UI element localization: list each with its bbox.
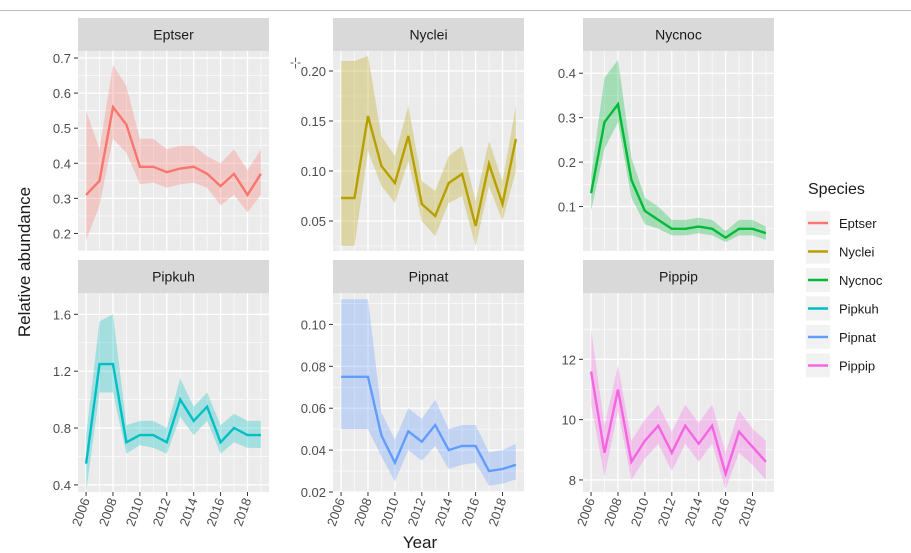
y-tick-label: 10 (562, 413, 576, 428)
series-line (589, 371, 767, 479)
x-tick-label: 2006 (324, 496, 348, 528)
confidence-ribbon (341, 299, 516, 486)
y-tick-label: 1.6 (53, 307, 71, 322)
series-line (589, 101, 767, 240)
top-rule (0, 10, 911, 11)
y-tick-label: 0.04 (301, 443, 326, 458)
facet-panel-nycnoc: Nycnoc 0.1 0.2 0.3 0.4 (558, 18, 774, 251)
x-tick-label: 2012 (405, 496, 429, 528)
facet-strip-label: Pipnat (409, 269, 449, 285)
x-axis-title: Year (403, 533, 438, 552)
series-line (341, 115, 518, 227)
panel-background (583, 51, 774, 251)
y-tick-label: 0.4 (53, 478, 71, 493)
x-tick-label: 2010 (628, 496, 652, 528)
y-tick-label: 8 (569, 473, 576, 488)
y-axis-title: Relative abundance (15, 187, 34, 337)
facet-strip-label: Nycnoc (655, 27, 702, 43)
y-tick-label: 0.15 (301, 114, 326, 129)
facet-panel-eptser: Eptser 0.2 0.3 0.4 0.5 0.6 0.7 (53, 18, 269, 252)
facet-panel-pippip: Pippip 8 10 12 2006 2008 2010 2012 2014 2016 2018 (562, 260, 774, 528)
series-line (84, 362, 261, 464)
y-tick-label: 1.2 (53, 364, 71, 379)
confidence-ribbon (86, 314, 261, 492)
facet-strip (583, 260, 774, 293)
y-tick-label: 0.2 (53, 226, 71, 241)
panel-background (333, 293, 524, 492)
x-tick-label: 2012 (655, 496, 679, 528)
x-tick-label: 2018 (735, 496, 759, 528)
legend-label-nyclei: Nyclei (839, 245, 875, 260)
legend-label-eptser: Eptser (839, 216, 877, 231)
series-line (85, 104, 262, 198)
x-tick-label: 2006 (69, 496, 93, 528)
x-tick-label: 2018 (230, 496, 254, 528)
facet-strip (333, 260, 524, 293)
x-tick-label: 2014 (432, 496, 456, 528)
panel-background (78, 51, 269, 251)
x-tick-label: 2012 (150, 496, 174, 528)
y-tick-label: 0.08 (301, 359, 326, 374)
facet-panel-nyclei: Nyclei 0.05 0.10 0.15 0.20 (301, 18, 524, 251)
y-tick-label: 0.7 (53, 51, 71, 66)
y-tick-label: 0.06 (301, 401, 326, 416)
x-tick-label: 2008 (351, 496, 375, 528)
legend-label-pippip: Pippip (839, 359, 875, 374)
x-tick-label: 2016 (203, 496, 227, 528)
legend-label-pipnat: Pipnat (839, 330, 876, 345)
y-tick-label: 12 (562, 352, 576, 367)
x-tick-label: 2008 (601, 496, 625, 528)
x-tick-label: 2014 (682, 496, 706, 528)
y-tick-label: 0.3 (53, 191, 71, 206)
facet-strip (78, 260, 269, 293)
series-line (341, 375, 517, 473)
x-tick-label: 2008 (96, 496, 120, 528)
y-tick-label: 0.10 (301, 164, 326, 179)
y-tick-label: 0.5 (53, 121, 71, 136)
stray-mark: -¦- (290, 55, 301, 69)
y-tick-label: 0.20 (301, 64, 326, 79)
x-tick-label: 2010 (378, 496, 402, 528)
facet-strip (333, 18, 524, 51)
confidence-ribbon (591, 59, 766, 243)
facet-strip (78, 18, 269, 51)
confidence-ribbon (591, 329, 766, 489)
y-tick-label: 0.2 (558, 155, 576, 170)
x-tick-label: 2018 (485, 496, 509, 528)
x-tick-label: 2016 (708, 496, 732, 528)
x-tick-label: 2014 (177, 496, 201, 528)
panel-background (78, 293, 269, 492)
facet-strip-label: Pipkuh (152, 269, 195, 285)
y-tick-label: 0.1 (558, 200, 576, 215)
legend-title: Species (808, 181, 865, 198)
y-tick-label: 0.6 (53, 86, 71, 101)
facet-strip (583, 18, 774, 51)
panel-background (333, 51, 524, 251)
y-tick-label: 0.05 (301, 214, 326, 229)
y-tick-label: 0.8 (53, 421, 71, 436)
confidence-ribbon (86, 65, 261, 241)
y-tick-label: 0.4 (558, 66, 576, 81)
facet-strip-label: Eptser (153, 27, 194, 43)
legend: Species Eptser Nyclei Nycnoc Pipkuh Pipnat Pip… (806, 181, 883, 378)
y-tick-label: 0.3 (558, 111, 576, 126)
x-tick-label: 2010 (123, 496, 147, 528)
facet-strip-label: Pippip (659, 269, 698, 285)
facet-strip-label: Nyclei (409, 27, 447, 43)
panel-background (583, 293, 774, 492)
legend-label-pipkuh: Pipkuh (839, 302, 879, 317)
legend-label-nycnoc: Nycnoc (839, 273, 883, 288)
y-tick-label: 0.10 (301, 317, 326, 332)
confidence-ribbon (341, 56, 516, 246)
x-tick-label: 2016 (458, 496, 482, 528)
x-tick-label: 2006 (574, 496, 598, 528)
y-tick-label: 0.02 (301, 485, 326, 500)
y-tick-label: 0.4 (53, 156, 71, 171)
